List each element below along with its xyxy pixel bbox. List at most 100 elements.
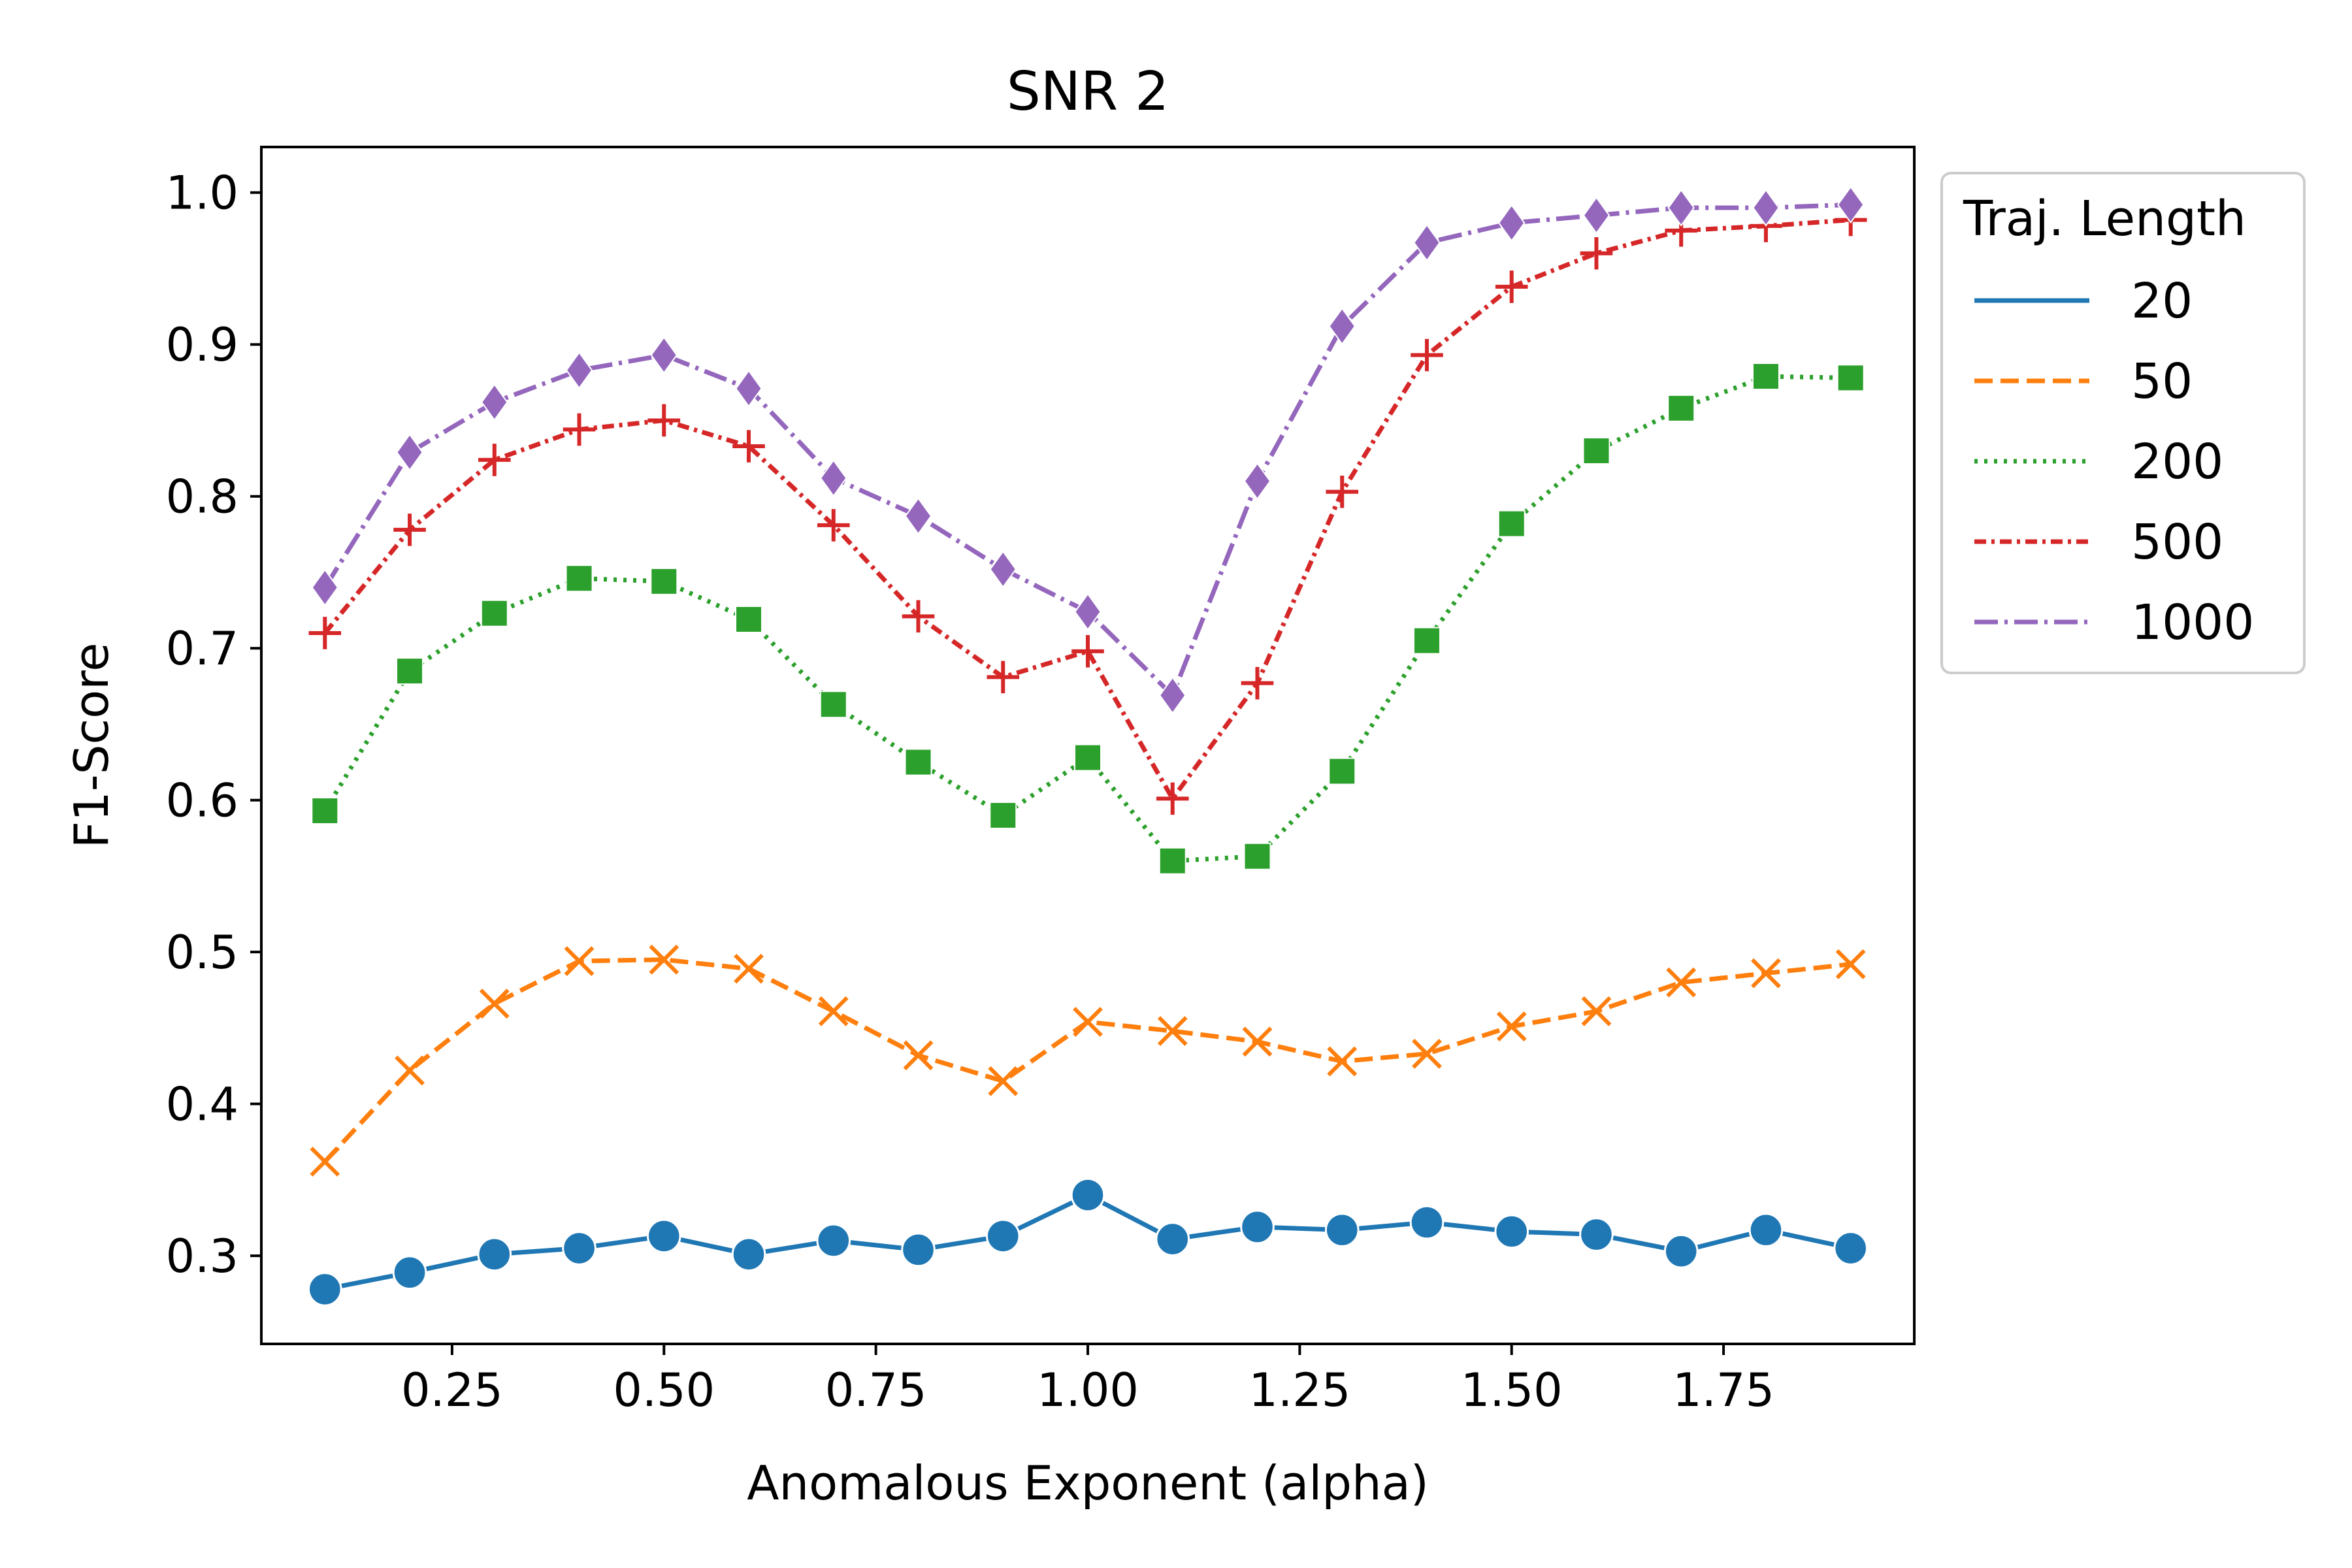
data-point (734, 953, 764, 984)
data-point (735, 369, 762, 408)
data-point (479, 988, 510, 1019)
data-point (901, 1232, 936, 1267)
data-point (1073, 1007, 1103, 1037)
y-tick-label: 0.4 (166, 1078, 238, 1132)
data-point (1071, 635, 1104, 668)
legend-label-20: 20 (2131, 273, 2193, 329)
data-point (1582, 196, 1610, 235)
data-point (308, 617, 342, 649)
data-point (903, 1040, 934, 1071)
data-point (1835, 949, 1866, 979)
data-point (396, 657, 424, 685)
data-point (1497, 510, 1526, 538)
y-tick-label: 0.6 (166, 774, 238, 828)
data-point (1324, 1213, 1360, 1247)
data-point (565, 564, 593, 593)
data-point (1837, 364, 1865, 392)
x-tick-label: 0.50 (613, 1364, 715, 1417)
data-point (1074, 593, 1102, 631)
data-point (1412, 1039, 1442, 1069)
data-point (1157, 1016, 1188, 1047)
data-point (650, 336, 678, 374)
data-point (1158, 847, 1186, 875)
data-point (902, 600, 935, 633)
legend-label-1000: 1000 (2131, 595, 2254, 651)
data-point (1751, 958, 1781, 988)
x-axis-label: Anomalous Exponent (alpha) (747, 1456, 1429, 1511)
data-point (989, 801, 1017, 829)
data-point (731, 1237, 766, 1272)
data-point (395, 1055, 425, 1086)
data-point (989, 550, 1017, 589)
data-point (816, 1223, 851, 1258)
data-point (1494, 1214, 1529, 1249)
data-point (1496, 1011, 1527, 1042)
data-point (1752, 189, 1780, 227)
data-point (819, 691, 847, 719)
data-point (478, 444, 511, 476)
axes: 0.25 0.50 0.75 1.00 1.25 1.50 1.75 0.3 0.4 0.5 0.6… (166, 167, 1774, 1417)
legend: Traj. Length 20 50 200 500 1000 (1940, 172, 2306, 674)
x-tick-label: 0.75 (825, 1364, 927, 1417)
data-point (564, 946, 595, 977)
series-50 (310, 944, 1866, 1177)
data-point (1243, 462, 1271, 500)
data-point (393, 514, 426, 546)
legend-title: Traj. Length (1963, 191, 2246, 247)
data-point (1328, 307, 1356, 346)
data-point (904, 497, 932, 535)
y-tick-label: 0.8 (166, 470, 238, 524)
data-point (817, 509, 850, 542)
data-point (735, 606, 763, 634)
data-point (1667, 394, 1695, 422)
data-point (308, 1272, 342, 1307)
data-point (477, 1237, 512, 1272)
legend-label-200: 200 (2131, 434, 2223, 490)
data-point (311, 796, 339, 825)
data-point (565, 351, 593, 389)
data-point (1495, 270, 1528, 303)
data-point (646, 1218, 681, 1254)
y-tick-label: 0.5 (166, 926, 238, 979)
data-point (1241, 666, 1274, 700)
data-point (1666, 967, 1697, 998)
x-tick-label: 1.00 (1037, 1364, 1139, 1417)
data-point (1155, 1222, 1190, 1256)
data-point (1667, 189, 1695, 227)
chart-title: SNR 2 (1007, 61, 1169, 123)
data-point (1579, 1217, 1614, 1252)
x-tick-label: 1.50 (1461, 1364, 1563, 1417)
data-point (1070, 1177, 1105, 1213)
y-tick-label: 0.9 (166, 318, 238, 372)
data-point (1663, 1233, 1699, 1269)
data-point (1242, 1026, 1273, 1057)
data-point (1240, 1209, 1275, 1245)
data-point (480, 383, 508, 421)
data-point (311, 568, 339, 607)
series-200 (311, 363, 1865, 875)
data-point (310, 1147, 340, 1177)
data-point (563, 413, 596, 446)
data-point (732, 430, 765, 463)
data-point (1409, 1205, 1445, 1240)
data-point (650, 567, 678, 595)
data-point (1833, 1231, 1868, 1266)
legend-frame (1940, 172, 2306, 674)
data-point (904, 748, 932, 776)
y-tick-label: 1.0 (166, 167, 238, 220)
x-tick-label: 1.25 (1249, 1364, 1350, 1417)
legend-label-50: 50 (2131, 353, 2193, 410)
data-point (985, 1218, 1021, 1254)
x-tick-label: 0.25 (401, 1364, 503, 1417)
data-point (988, 1066, 1019, 1096)
y-tick-label: 0.3 (166, 1230, 238, 1283)
data-point (1752, 363, 1780, 391)
plot-marks (308, 186, 1868, 1307)
data-point (1158, 676, 1186, 715)
data-point (1243, 842, 1271, 870)
data-point (1413, 223, 1441, 262)
data-point (1581, 996, 1612, 1026)
data-point (819, 459, 847, 497)
